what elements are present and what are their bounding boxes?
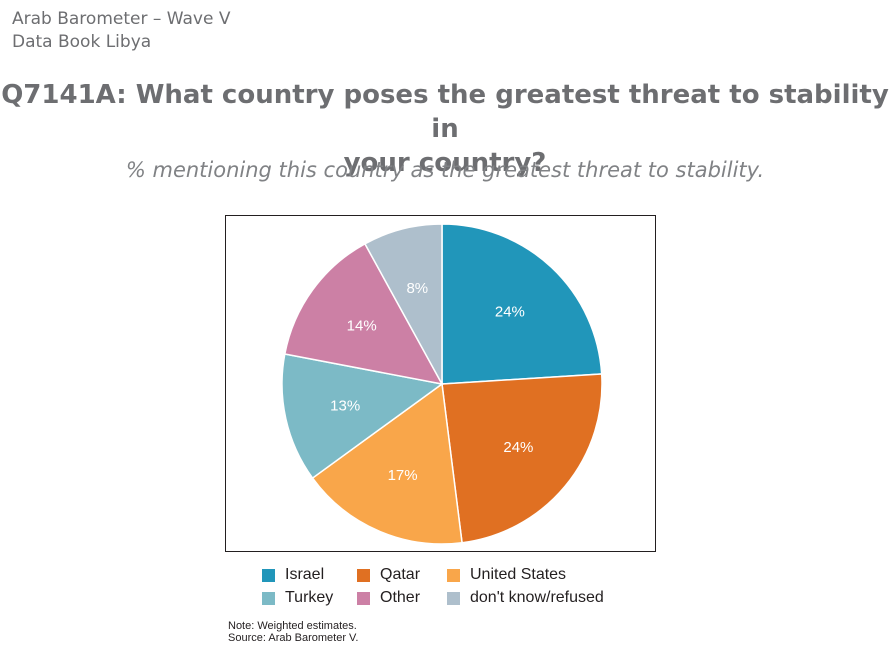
chart-title-line1: Q7141A: What country poses the greatest …: [1, 80, 889, 144]
note-weighted: Note: Weighted estimates.: [228, 620, 357, 632]
slice-label-israel: 24%: [495, 304, 525, 321]
legend-item-other: Other: [357, 588, 420, 608]
chart-frame: 24% 24% 17% 13% 14% 8%: [225, 215, 656, 552]
pie-slice-other: [283, 242, 444, 386]
slice-label-qatar: 24%: [503, 439, 533, 456]
chart-subtitle: % mentioning this country as the greates…: [125, 158, 765, 182]
notes: Note: Weighted estimates. Source: Arab B…: [228, 620, 358, 644]
legend-swatch-israel: [262, 568, 275, 582]
pie-chart: 24% 24% 17% 13% 14% 8%: [281, 223, 603, 545]
legend-swatch-qatar: [357, 568, 370, 582]
chart-title: Q7141A: What country poses the greatest …: [0, 78, 890, 180]
legend-swatch-don-t-know-refused: [447, 591, 460, 605]
pie-slice-qatar: [441, 373, 603, 544]
legend-label-other: Other: [380, 589, 421, 606]
pie-slice-don-t-know-refused: [363, 223, 443, 385]
legend-label-turkey: Turkey: [285, 589, 334, 606]
legend-swatch-other: [357, 591, 370, 605]
note-source: Source: Arab Barometer V.: [228, 632, 359, 644]
legend-item-israel: Israel: [262, 565, 324, 585]
legend-item-qatar: Qatar: [357, 565, 420, 585]
legend-swatch-united-states: [447, 568, 460, 582]
slice-label-turkey: 13%: [330, 398, 360, 415]
legend-item-turkey: Turkey: [262, 588, 333, 608]
slice-label-don-t-know-refused: 8%: [406, 280, 428, 297]
legend-swatch-turkey: [262, 591, 275, 605]
chart-title-line2: your country?: [343, 148, 547, 178]
slice-label-united-states: 17%: [388, 467, 418, 484]
legend-label-qatar: Qatar: [380, 566, 421, 583]
legend-item-don-t-know-refused: don't know/refused: [447, 588, 604, 608]
header-survey-wave: Arab Barometer – Wave V: [12, 9, 231, 29]
legend-label-united-states: United States: [470, 566, 567, 583]
pie-slice-turkey: [281, 353, 444, 480]
legend: Israel Qatar United States Turkey Other don't…: [262, 565, 642, 615]
legend-label-israel: Israel: [285, 566, 325, 583]
slice-label-other: 14%: [347, 318, 377, 335]
legend-item-united-states: United States: [447, 565, 566, 585]
pie-slice-israel: [441, 223, 603, 385]
pie-slice-united-states: [311, 382, 463, 545]
header-databook: Data Book Libya: [12, 32, 152, 52]
legend-label-don-t-know-refused: don't know/refused: [470, 589, 604, 606]
